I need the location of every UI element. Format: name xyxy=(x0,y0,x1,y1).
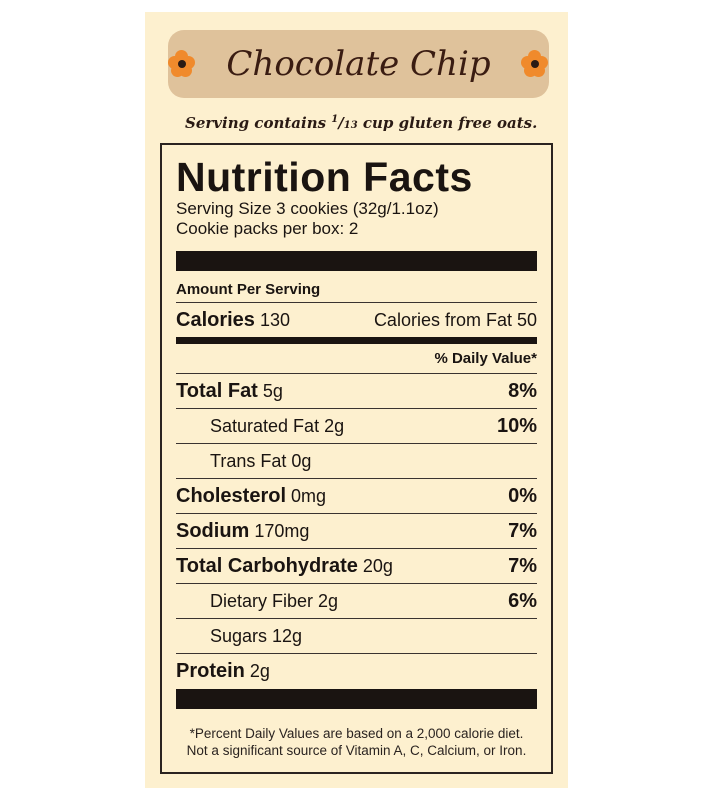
daily-value: 0% xyxy=(508,484,537,507)
product-card: Chocolate Chip Serving contains 1/13 cup… xyxy=(145,12,568,788)
calories-from-fat: Calories from Fat 50 xyxy=(373,309,537,330)
amount-per-serving: Amount Per Serving xyxy=(176,281,321,298)
calories-value: 130 xyxy=(259,309,290,330)
serving-size: Serving Size 3 cookies (32g/1.1oz) xyxy=(176,199,439,218)
nutrient-amount: 170mg xyxy=(254,520,310,541)
divider-medium xyxy=(176,337,537,344)
flower-icon xyxy=(168,50,196,78)
nutrient-amount: 0mg xyxy=(291,485,327,506)
nutrient-row: Dietary Fiber 2g 6% xyxy=(176,584,537,619)
footnote: *Percent Daily Values are based on a 2,0… xyxy=(189,726,524,741)
nutrient-label: Protein xyxy=(176,660,245,682)
nutrient-amount: 5g xyxy=(262,380,283,401)
divider-thick xyxy=(176,689,537,709)
nutrient-label: Trans Fat 0g xyxy=(210,450,312,471)
daily-value: 8% xyxy=(508,379,537,402)
nutrient-row: Sodium 170mg 7% xyxy=(176,514,537,549)
daily-value: 6% xyxy=(508,589,537,612)
calories-label: Calories xyxy=(176,308,255,331)
daily-value-header: % Daily Value* xyxy=(434,350,537,367)
nutrient-row: Total Carbohydrate 20g 7% xyxy=(176,549,537,584)
divider-thick xyxy=(176,251,537,271)
nutrient-label: Sodium xyxy=(176,519,250,542)
nutrient-label: Total Carbohydrate xyxy=(176,554,358,577)
nutrition-facts-panel: Nutrition Facts Serving Size 3 cookies (… xyxy=(160,143,553,774)
facts-title: Nutrition Facts xyxy=(176,154,473,200)
nutrient-label: Dietary Fiber 2g xyxy=(210,590,339,611)
nutrient-row: Saturated Fat 2g 10% xyxy=(176,409,537,444)
daily-value: 10% xyxy=(496,414,537,437)
nutrient-label: Saturated Fat 2g xyxy=(210,415,345,436)
packs-per-box: Cookie packs per box: 2 xyxy=(176,219,359,238)
nutrient-amount: 2g xyxy=(249,661,270,681)
flower-icon xyxy=(520,50,549,78)
nutrient-row: Cholesterol 0mg 0% xyxy=(176,479,537,514)
serving-note: Serving contains 1/13 cup gluten free oa… xyxy=(185,114,538,132)
title-banner: Chocolate Chip xyxy=(168,30,549,98)
nutrient-row: Trans Fat 0g xyxy=(176,444,537,479)
footnote: Not a significant source of Vitamin A, C… xyxy=(186,743,527,758)
product-title: Chocolate Chip xyxy=(226,44,491,84)
daily-value: 7% xyxy=(508,519,537,542)
nutrient-label: Cholesterol xyxy=(176,484,287,507)
daily-value: 7% xyxy=(508,554,537,577)
nutrient-amount: 20g xyxy=(362,555,393,576)
nutrient-label: Sugars 12g xyxy=(210,625,303,646)
nutrient-row: Total Fat 5g 8% xyxy=(176,374,537,409)
nutrient-label: Total Fat xyxy=(176,379,258,402)
nutrient-row: Protein 2g xyxy=(176,654,537,689)
nutrient-row: Sugars 12g xyxy=(176,619,537,654)
